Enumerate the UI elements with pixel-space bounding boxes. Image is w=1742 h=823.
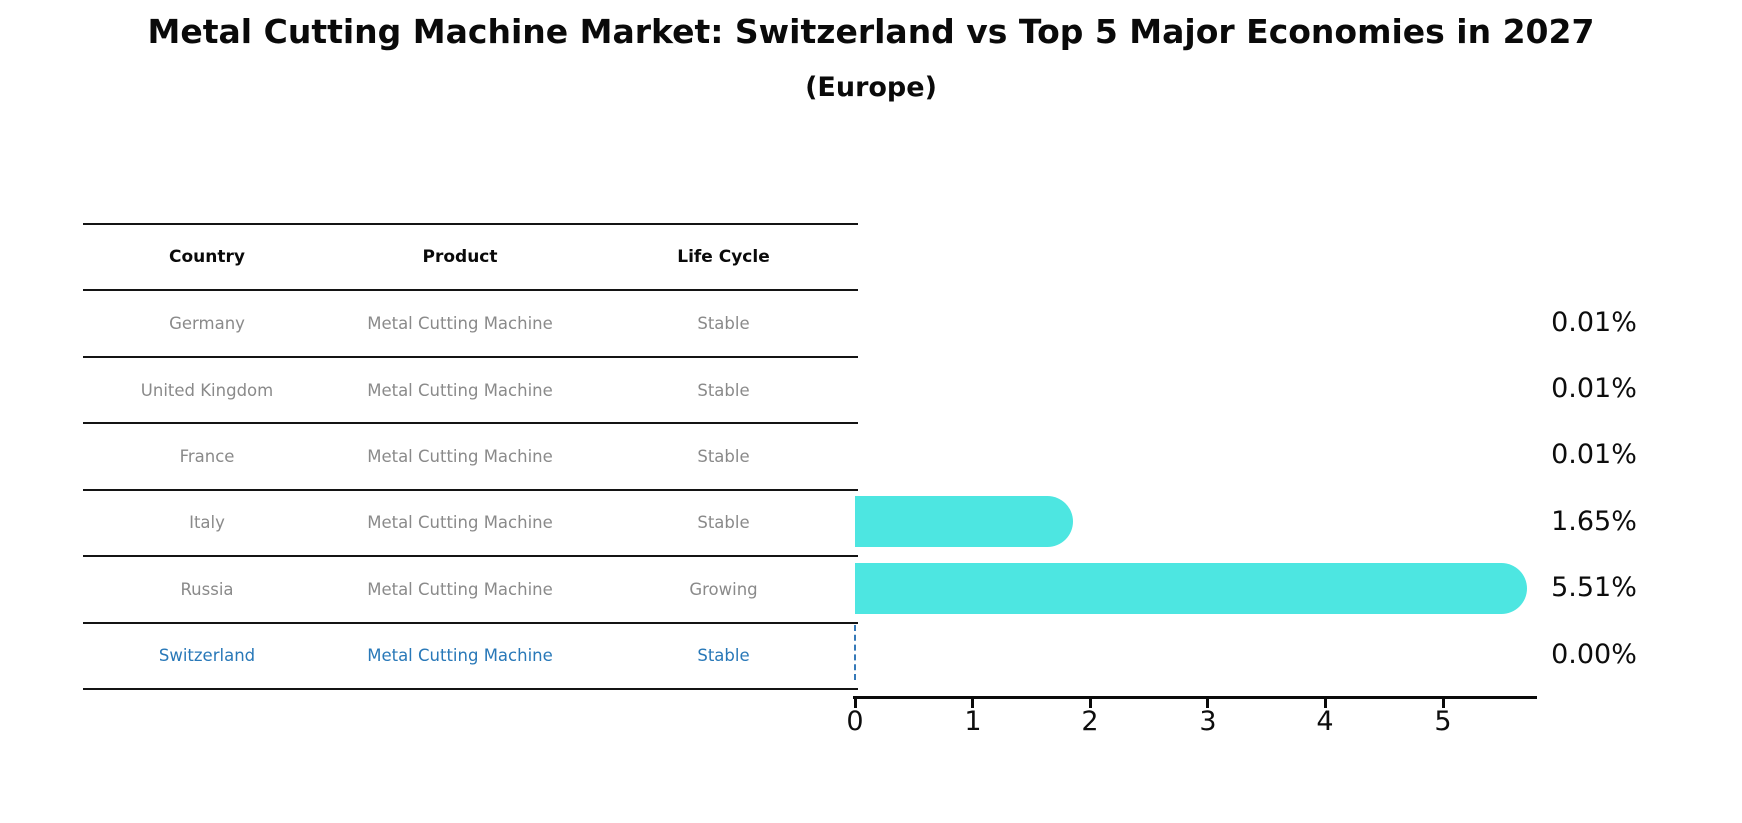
data-table: Country Product Life Cycle Germany Metal… — [83, 223, 858, 690]
switzerland-zero-marker — [854, 625, 856, 680]
value-label-france: 0.01% — [1551, 439, 1637, 470]
x-axis-spine — [853, 696, 1537, 699]
cell-life-cycle: Stable — [697, 446, 750, 466]
table-row-united-kingdom: United Kingdom Metal Cutting Machine Sta… — [83, 355, 858, 422]
value-label-germany: 0.01% — [1551, 307, 1637, 338]
table-header-row: Country Product Life Cycle — [83, 223, 858, 289]
cell-life-cycle: Growing — [689, 579, 758, 599]
x-tick-label: 2 — [1081, 706, 1099, 737]
page-title: Metal Cutting Machine Market: Switzerlan… — [147, 12, 1595, 51]
cell-life-cycle: Stable — [697, 646, 750, 666]
cell-country: France — [179, 446, 235, 466]
x-tick — [1442, 698, 1445, 708]
page-subtitle: (Europe) — [805, 72, 937, 103]
x-tick — [1324, 698, 1327, 708]
table-row-france: France Metal Cutting Machine Stable — [83, 422, 858, 488]
cell-product: Metal Cutting Machine — [367, 646, 553, 666]
x-tick — [854, 698, 857, 708]
cell-product: Metal Cutting Machine — [367, 513, 553, 533]
value-label-russia: 5.51% — [1551, 572, 1637, 603]
cell-country: Switzerland — [158, 646, 256, 666]
table-row-germany: Germany Metal Cutting Machine Stable — [83, 289, 858, 355]
cell-country: United Kingdom — [140, 380, 274, 400]
cell-country: Italy — [189, 513, 225, 533]
cell-country: Russia — [180, 579, 234, 599]
header-cell-product: Product — [422, 247, 498, 268]
header-cell-country: Country — [169, 247, 245, 268]
x-tick-label: 0 — [846, 706, 864, 737]
value-label-italy: 1.65% — [1551, 506, 1637, 537]
bar-italy — [855, 496, 1074, 547]
cell-life-cycle: Stable — [697, 513, 750, 533]
x-tick — [1089, 698, 1092, 708]
cell-life-cycle: Stable — [697, 380, 750, 400]
cell-life-cycle: Stable — [697, 314, 750, 334]
header-cell-life-cycle: Life Cycle — [677, 247, 770, 268]
x-tick-label: 3 — [1199, 706, 1217, 737]
x-tick-label: 4 — [1316, 706, 1334, 737]
cell-product: Metal Cutting Machine — [367, 579, 553, 599]
bar-russia — [855, 563, 1527, 614]
x-tick-label: 1 — [964, 706, 982, 737]
cell-product: Metal Cutting Machine — [367, 314, 553, 334]
x-tick — [1206, 698, 1209, 708]
table-row-italy: Italy Metal Cutting Machine Stable — [83, 488, 858, 555]
value-label-united-kingdom: 0.01% — [1551, 373, 1637, 404]
cell-product: Metal Cutting Machine — [367, 446, 553, 466]
table-row-switzerland: Switzerland Metal Cutting Machine Stable — [83, 621, 858, 688]
cell-product: Metal Cutting Machine — [367, 380, 553, 400]
x-tick-label: 5 — [1434, 706, 1452, 737]
table-row-russia: Russia Metal Cutting Machine Growing — [83, 555, 858, 621]
cell-country: Germany — [169, 314, 245, 334]
value-label-switzerland: 0.00% — [1551, 639, 1637, 670]
x-tick — [971, 698, 974, 708]
